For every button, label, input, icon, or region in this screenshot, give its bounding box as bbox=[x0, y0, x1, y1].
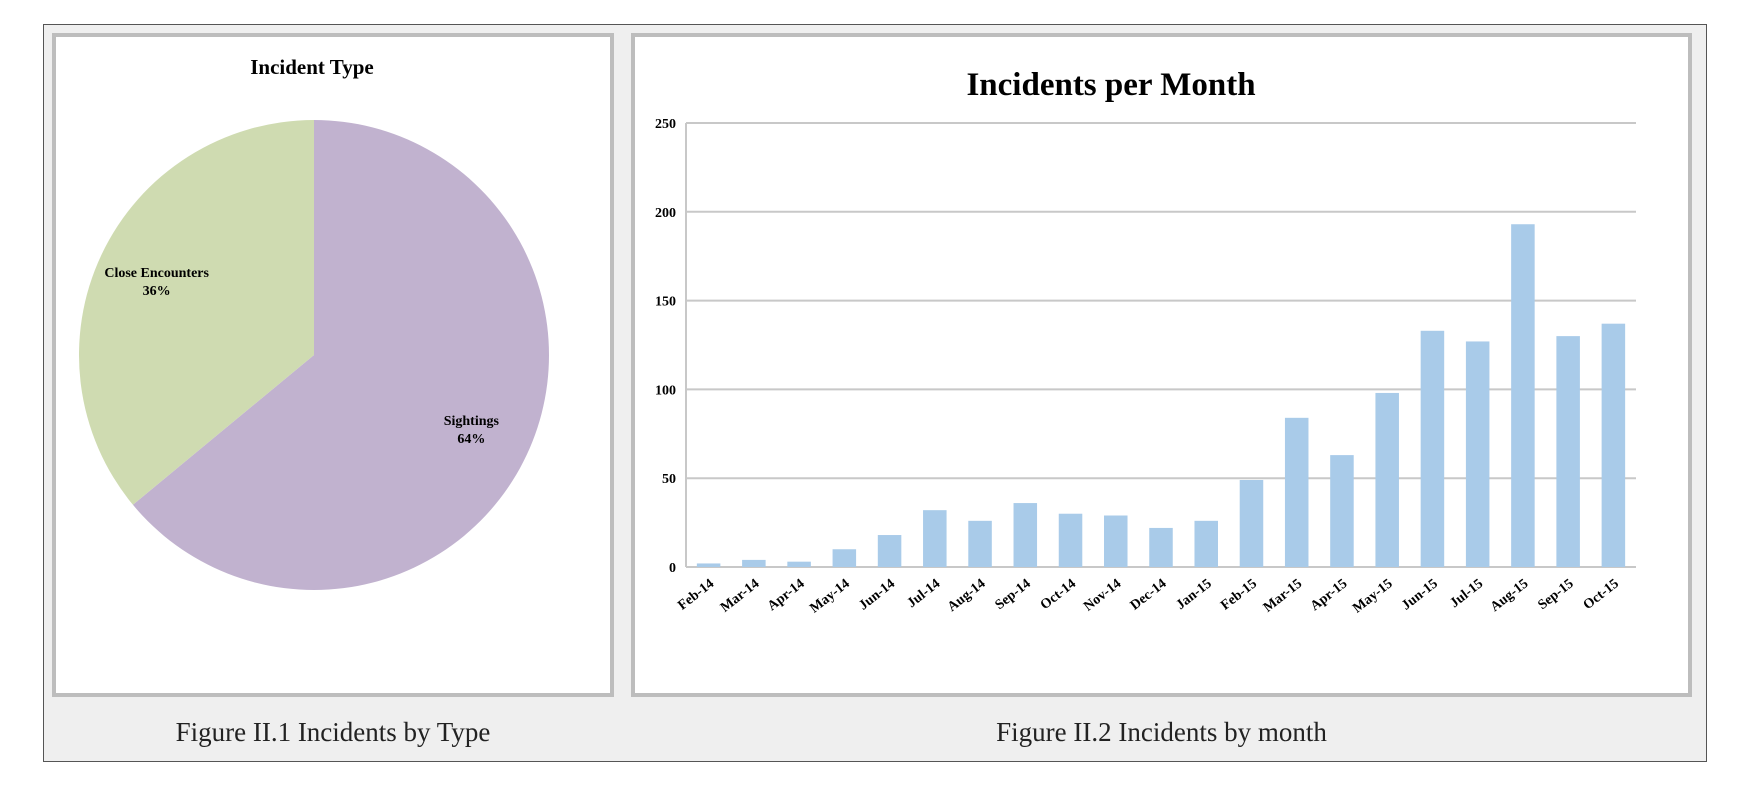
x-tick-label: Mar-14 bbox=[718, 576, 762, 615]
x-tick-label: Jul-14 bbox=[905, 576, 944, 611]
x-tick-label: Nov-14 bbox=[1081, 576, 1124, 614]
bar-oct-15 bbox=[1601, 323, 1626, 567]
pie-slice-percent: 36% bbox=[143, 284, 171, 299]
bar-jun-14 bbox=[877, 535, 902, 567]
x-tick-label: Jul-15 bbox=[1447, 576, 1486, 611]
bar-sep-15 bbox=[1556, 336, 1580, 567]
bar-sep-14 bbox=[1013, 503, 1038, 567]
bar-aug-15 bbox=[1511, 224, 1535, 567]
x-tick-label: Oct-14 bbox=[1038, 576, 1079, 613]
x-tick-label: Aug-15 bbox=[1488, 576, 1532, 615]
bar-apr-15 bbox=[1330, 455, 1354, 567]
bar-jul-14 bbox=[923, 510, 947, 567]
pie-slice-percent: 64% bbox=[457, 432, 485, 447]
x-tick-label: Feb-15 bbox=[1218, 576, 1260, 613]
y-tick-label: 200 bbox=[655, 206, 676, 221]
bar-jun-15 bbox=[1420, 330, 1445, 567]
x-tick-label: May-14 bbox=[807, 576, 852, 616]
bar-feb-14 bbox=[696, 563, 721, 567]
x-tick-label: Aug-14 bbox=[945, 576, 989, 615]
bar-chart-panel: Incidents per Month 0 50 100 150 200 250 Feb-… bbox=[631, 33, 1692, 697]
bar-mar-14 bbox=[742, 559, 766, 567]
x-tick-label: Apr-14 bbox=[765, 576, 808, 614]
figure-frame: Incident Type Sightings 64% Close Encounte… bbox=[43, 24, 1707, 762]
x-tick-label: Jun-15 bbox=[1399, 576, 1441, 613]
bar-apr-14 bbox=[787, 561, 811, 567]
bar-may-14 bbox=[832, 549, 857, 567]
bar-jan-15 bbox=[1194, 520, 1218, 567]
pie-figure-caption: Figure II.1 Incidents by Type bbox=[175, 717, 491, 747]
bar-oct-14 bbox=[1058, 513, 1083, 567]
y-tick-label: 150 bbox=[655, 295, 676, 310]
bar-feb-15 bbox=[1239, 479, 1264, 567]
bar-chart: Incidents per Month 0 50 100 150 200 250 Feb-… bbox=[655, 67, 1636, 616]
x-tick-label: Feb-14 bbox=[675, 576, 717, 613]
x-tick-label: Sep-14 bbox=[993, 576, 1034, 613]
y-tick-label: 50 bbox=[662, 472, 676, 487]
pie-slice-label: Close Encounters bbox=[104, 266, 209, 281]
y-tick-label: 250 bbox=[655, 117, 676, 132]
bar-figure-caption: Figure II.2 Incidents by month bbox=[996, 717, 1327, 747]
x-tick-label: Sep-15 bbox=[1535, 576, 1576, 613]
x-tick-label: May-15 bbox=[1350, 576, 1395, 616]
bar-jul-15 bbox=[1465, 341, 1490, 567]
x-tick-label: Jun-14 bbox=[856, 576, 898, 613]
pie-chart-title: Incident Type bbox=[250, 55, 374, 79]
bar-dec-14 bbox=[1149, 527, 1173, 567]
pie-chart: Incident Type Sightings 64% Close Encounte… bbox=[78, 55, 549, 590]
x-tick-label: Oct-15 bbox=[1581, 576, 1622, 613]
x-tick-label: Jan-15 bbox=[1174, 576, 1215, 613]
x-tick-label: Dec-14 bbox=[1128, 576, 1170, 613]
bar-aug-14 bbox=[968, 520, 992, 567]
y-tick-label: 100 bbox=[655, 383, 676, 398]
x-tick-label: Apr-15 bbox=[1308, 576, 1351, 614]
pie-slice-sightings bbox=[132, 120, 549, 590]
y-tick-label: 0 bbox=[669, 561, 676, 576]
bar-nov-14 bbox=[1104, 515, 1128, 567]
pie-chart-panel: Incident Type Sightings 64% Close Encounte… bbox=[52, 33, 614, 697]
pie-slice-label: Sightings bbox=[444, 414, 500, 429]
pie-slice-close-encounters bbox=[78, 120, 314, 505]
bar-may-15 bbox=[1375, 392, 1399, 567]
x-tick-label: Mar-15 bbox=[1261, 576, 1305, 615]
bar-chart-title: Incidents per Month bbox=[966, 67, 1255, 103]
bar-mar-15 bbox=[1284, 417, 1309, 567]
